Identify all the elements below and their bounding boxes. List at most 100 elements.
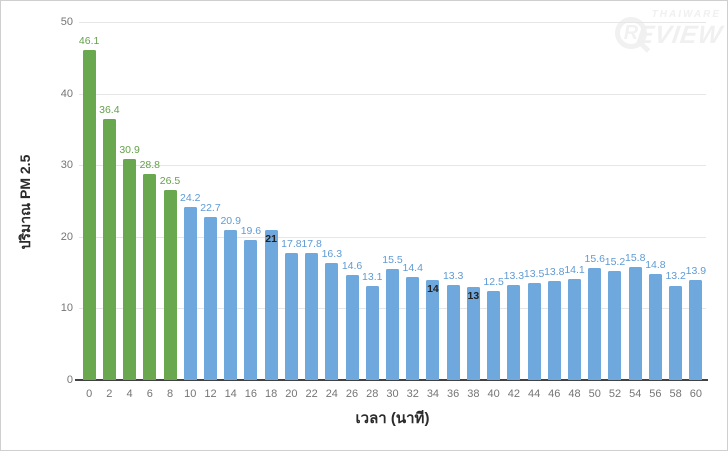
bar-value-label: 15.8 <box>624 251 646 264</box>
bar <box>568 279 582 380</box>
x-axis-title: เวลา (นาที) <box>355 410 430 427</box>
bar <box>143 173 157 380</box>
bar-value-label: 14.8 <box>645 259 666 272</box>
x-tick-label: 46 <box>548 388 561 400</box>
bar <box>487 290 501 380</box>
bar <box>365 286 379 380</box>
bar-value-label: 14.6 <box>341 260 363 273</box>
bar-value-label: 46.1 <box>78 34 100 47</box>
x-tick-label: 16 <box>244 388 258 400</box>
bar <box>608 271 622 380</box>
bar <box>446 284 460 380</box>
bar-value-label: 22.7 <box>200 202 221 215</box>
bar <box>426 279 440 380</box>
bar <box>203 217 217 380</box>
bar-value-label: 14.4 <box>402 261 423 274</box>
x-tick-label: 36 <box>447 388 460 400</box>
bar <box>284 252 298 380</box>
bar <box>466 286 480 380</box>
y-tick-label: 10 <box>60 302 73 315</box>
bar-value-label: 13.1 <box>362 271 383 284</box>
bar <box>224 230 238 380</box>
bar <box>244 239 258 380</box>
plot-area: 46.1 0 36.4 2 30.9 4 28.8 6 26.5 8 24.2 10 22.7 12 20.… <box>75 22 708 400</box>
x-tick-label: 40 <box>487 388 500 400</box>
x-tick-label: 22 <box>305 388 318 400</box>
x-tick-label: 10 <box>184 388 197 400</box>
x-tick-label: 2 <box>106 388 113 400</box>
bar-value-label: 30.9 <box>119 143 140 156</box>
bar-value-label: 14.1 <box>564 264 585 277</box>
bar <box>628 266 642 380</box>
bar-value-label: 14 <box>427 282 439 295</box>
x-tick-label: 44 <box>527 388 541 400</box>
x-tick-label: 8 <box>166 388 174 400</box>
y-tick-label: 20 <box>60 230 73 243</box>
bar-value-label: 21 <box>265 232 277 245</box>
bar-value-label: 26.5 <box>159 175 181 188</box>
bar <box>82 49 96 380</box>
bar-value-label: 13.3 <box>503 269 525 282</box>
bar-value-label: 15.2 <box>604 256 626 269</box>
bar <box>305 252 319 380</box>
y-tick-label: 0 <box>66 374 73 386</box>
bar <box>689 280 703 380</box>
x-tick-label: 32 <box>406 388 419 400</box>
bar <box>102 119 116 380</box>
gridline <box>79 165 706 167</box>
bar <box>547 281 561 380</box>
x-tick-label: 56 <box>649 388 662 400</box>
x-tick-label: 58 <box>669 388 682 400</box>
x-tick-label: 26 <box>345 388 359 400</box>
x-tick-label: 28 <box>366 388 379 400</box>
bar <box>588 268 602 380</box>
bar <box>527 283 541 380</box>
bar-value-label: 36.4 <box>99 104 120 117</box>
bar <box>386 269 399 380</box>
bar-value-label: 20.9 <box>220 215 241 228</box>
bar-value-label: 17.8 <box>281 237 302 250</box>
x-tick-label: 4 <box>126 388 133 400</box>
x-tick-label: 18 <box>265 388 278 400</box>
bar <box>648 274 662 380</box>
bar <box>123 158 137 380</box>
bar-value-label: 15.5 <box>382 254 403 267</box>
bar-value-label: 13.3 <box>442 269 464 282</box>
bar <box>183 206 197 380</box>
bar-value-label: 13 <box>467 289 480 302</box>
bar-value-label: 13.2 <box>665 270 686 283</box>
x-tick-label: 52 <box>608 388 622 400</box>
bar-value-label: 13.5 <box>523 268 545 281</box>
y-tick-label: 30 <box>60 159 73 172</box>
gridline <box>79 22 706 23</box>
x-tick-label: 48 <box>568 388 581 400</box>
bar <box>507 284 521 380</box>
watermark-brand-top: THAIWARE <box>651 9 721 20</box>
bar-value-label: 19.6 <box>240 224 262 237</box>
x-tick-label: 42 <box>507 388 520 400</box>
bar <box>345 275 359 380</box>
x-tick-label: 14 <box>224 388 237 400</box>
bar-value-label: 12.5 <box>483 275 504 288</box>
x-tick-label: 0 <box>86 388 93 400</box>
x-tick-label: 24 <box>325 388 338 400</box>
bar <box>669 285 683 380</box>
bar <box>264 229 278 380</box>
bar <box>406 276 420 380</box>
y-tick-label: 40 <box>60 87 73 100</box>
x-tick-label: 50 <box>588 388 601 400</box>
bar-value-label: 13.8 <box>544 266 565 279</box>
bar <box>163 190 177 380</box>
x-tick-label: 54 <box>629 388 642 400</box>
x-tick-label: 30 <box>386 388 399 400</box>
bar-value-label: 13.9 <box>685 265 707 278</box>
y-tick-label: 50 <box>60 16 73 28</box>
bar-value-label: 16.3 <box>321 248 343 261</box>
bar <box>325 263 339 380</box>
bar-value-label: 24.2 <box>180 191 201 204</box>
bar-value-label: 28.8 <box>139 158 160 171</box>
bar-value-label: 15.6 <box>584 253 605 266</box>
x-axis-line <box>75 379 708 381</box>
x-tick-label: 20 <box>285 388 298 400</box>
